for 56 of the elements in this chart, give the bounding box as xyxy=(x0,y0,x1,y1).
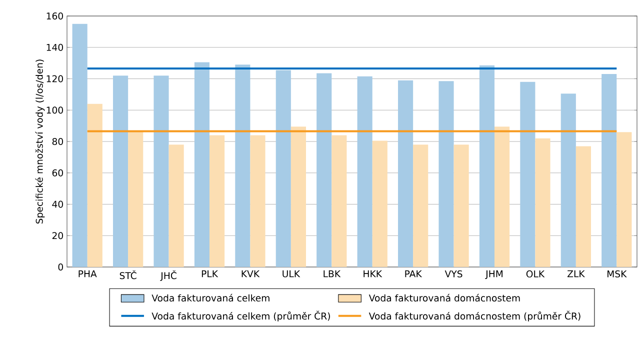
bar xyxy=(520,82,536,268)
y-tick-label: 120 xyxy=(46,75,63,82)
bar xyxy=(372,140,388,268)
bar xyxy=(535,138,550,268)
x-tick-label: JHČ xyxy=(160,270,176,281)
y-tick-label: 100 xyxy=(46,106,63,114)
x-tick-label: PAK xyxy=(405,270,422,278)
bar xyxy=(560,94,576,268)
x-tick-label: JHM xyxy=(485,270,502,280)
bar xyxy=(290,126,306,268)
bar xyxy=(113,76,128,268)
bar xyxy=(250,135,266,268)
bar xyxy=(479,65,494,268)
bar xyxy=(494,126,510,268)
bar xyxy=(357,76,372,268)
x-tick-label: PHA xyxy=(78,270,97,278)
x-tick-label: LBK xyxy=(324,270,341,278)
bar xyxy=(398,80,414,268)
bar xyxy=(413,144,428,268)
y-axis-title: Specifické množství vody (l/os/den) xyxy=(35,60,45,224)
bar xyxy=(168,144,184,268)
bar xyxy=(602,74,617,268)
x-tick-label: OLK xyxy=(526,270,545,278)
bar xyxy=(454,144,469,268)
bar xyxy=(276,70,291,268)
legend-label: Voda fakturovaná domácnostem (průměr ČR) xyxy=(368,310,580,322)
bar xyxy=(128,130,144,268)
bar xyxy=(210,135,225,268)
x-tick-label: HKK xyxy=(364,270,382,278)
bar xyxy=(87,104,102,268)
bar xyxy=(438,81,454,268)
bar xyxy=(576,146,591,268)
x-tick-label: KVK xyxy=(242,270,260,278)
x-tick-label: STČ xyxy=(120,270,136,280)
y-tick-label: 60 xyxy=(52,169,63,176)
x-tick-label: PLK xyxy=(202,270,218,278)
x-tick-label: ULK xyxy=(282,270,300,278)
y-tick-label: 0 xyxy=(58,263,63,271)
bar xyxy=(235,64,250,268)
x-tick-label: VYS xyxy=(444,270,462,278)
y-tick-label: 80 xyxy=(52,138,63,146)
y-tick-label: 140 xyxy=(46,44,63,51)
bar xyxy=(154,76,169,268)
y-tick-label: 160 xyxy=(46,12,63,20)
legend-label: Voda fakturovaná domácnostem xyxy=(368,294,520,302)
y-tick-label: 40 xyxy=(52,200,63,208)
x-tick-label: ZLK xyxy=(567,270,585,278)
legend-label: Voda fakturovaná celkem xyxy=(152,294,270,302)
legend-label: Voda fakturovaná celkem (průměr ČR) xyxy=(152,310,330,322)
x-tick-label: MSK xyxy=(608,270,627,278)
y-tick-label: 20 xyxy=(52,232,63,240)
bar xyxy=(616,132,632,268)
bar xyxy=(72,24,88,268)
bar xyxy=(316,73,332,268)
bar xyxy=(332,135,347,268)
bar xyxy=(194,62,210,268)
